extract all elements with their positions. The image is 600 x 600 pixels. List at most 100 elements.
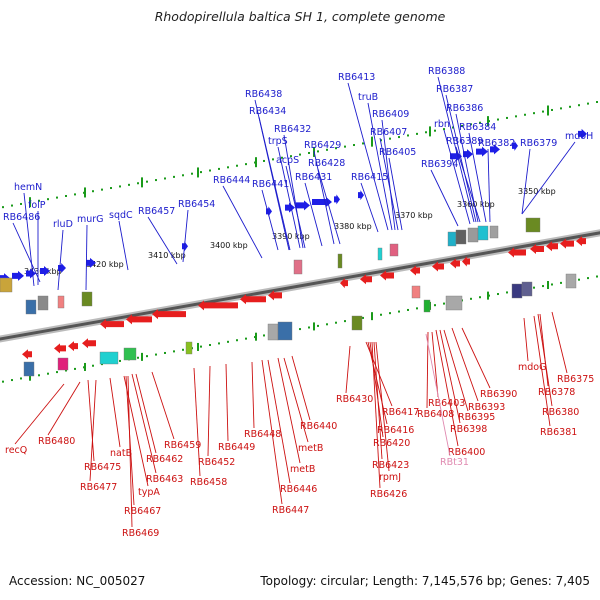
feature-block [511, 283, 523, 299]
feature-block [37, 295, 49, 311]
top-track-dot [263, 159, 265, 162]
forward-gene-arrow [490, 144, 500, 155]
feature-block [477, 225, 489, 241]
top-track-dot [353, 144, 355, 147]
reverse-gene-label: recQ [5, 445, 27, 456]
top-track-dot [272, 158, 274, 161]
forward-gene-label: acpS [276, 155, 299, 166]
scale-label: 3390 kbp [272, 232, 310, 241]
top-track-dot [74, 193, 76, 196]
reverse-leader-line [261, 359, 283, 505]
top-track-dot [164, 177, 166, 180]
top-track-dot [398, 136, 400, 139]
feature-block [447, 231, 457, 247]
top-track-dot [137, 182, 139, 185]
top-track-dot [335, 147, 337, 150]
forward-gene-label: RB6413 [338, 72, 375, 83]
reverse-gene-label: RB6423 [372, 460, 409, 471]
forward-leader-line [277, 146, 301, 249]
forward-gene-label: rluD [53, 219, 73, 230]
reverse-leader-line [523, 317, 529, 362]
reverse-leader-line [533, 315, 551, 427]
top-track-dot [56, 196, 58, 199]
reverse-gene-arrow [268, 290, 282, 301]
reverse-gene-label: mdoG [518, 362, 546, 373]
forward-leader-line [468, 132, 487, 223]
trna-gene-label: RBt31 [440, 457, 469, 468]
top-track-dot [173, 175, 175, 178]
reverse-leader-line [375, 341, 390, 472]
reverse-gene-label: RB6408 [417, 409, 454, 420]
top-track-dot [200, 171, 202, 174]
reverse-gene-arrow [100, 319, 124, 330]
forward-gene-arrow [334, 194, 340, 205]
forward-leader-line [182, 209, 189, 263]
forward-gene-label: folP [28, 200, 46, 211]
bottom-track-dot [416, 307, 418, 310]
reverse-leader-line [283, 357, 309, 443]
forward-gene-arrow [182, 241, 188, 252]
reverse-leader-line [537, 313, 553, 407]
reverse-gene-arrow [82, 338, 96, 349]
feature-block [489, 225, 499, 239]
bottom-track-dot [299, 328, 301, 331]
reverse-leader-line [439, 329, 461, 424]
bottom-track-dot [227, 340, 229, 343]
top-track-dot [2, 206, 4, 209]
forward-gene-arrow [578, 128, 587, 139]
feature-block [267, 323, 279, 341]
top-track-dot [209, 169, 211, 172]
scale-label: 3360 kbp [457, 200, 495, 209]
reverse-leader-line [443, 329, 469, 412]
reverse-leader-line [291, 355, 311, 421]
forward-gene-arrow [358, 190, 364, 201]
reverse-leader-line [123, 375, 149, 487]
reverse-gene-arrow [432, 261, 444, 272]
forward-leader-line [360, 182, 379, 233]
reverse-leader-line [371, 341, 381, 489]
feature-block [81, 291, 93, 307]
bottom-track-dot [308, 326, 310, 329]
feature-block [467, 227, 479, 243]
forward-leader-line [521, 141, 576, 215]
reverse-gene-arrow [560, 238, 574, 249]
forward-gene-arrow [463, 149, 473, 160]
top-track-dot [515, 115, 517, 118]
forward-gene-label: sqdC [109, 210, 133, 221]
top-track-dot [191, 172, 193, 175]
bottom-track-dot [317, 324, 319, 327]
reverse-gene-label: RB6469 [122, 528, 159, 539]
reverse-gene-label: typA [138, 487, 160, 498]
top-track-dot [11, 204, 13, 207]
forward-gene-label: RB6441 [252, 179, 289, 190]
bottom-track-dot [443, 302, 445, 305]
top-track-dot [344, 145, 346, 148]
forward-gene-label: hemN [14, 182, 42, 193]
forward-gene-arrow [476, 146, 488, 157]
top-track-dot [551, 108, 553, 111]
forward-leader-line [12, 222, 41, 283]
reverse-leader-line [109, 377, 121, 448]
reverse-leader-line [277, 357, 301, 464]
bottom-track-dot [182, 348, 184, 351]
forward-gene-arrow [296, 200, 310, 211]
top-track-dot [479, 121, 481, 124]
forward-gene-label: murG [77, 214, 104, 225]
feature-block [277, 321, 293, 341]
reverse-gene-label: RB6416 [377, 425, 414, 436]
forward-leader-line [381, 119, 396, 231]
top-track-dot [290, 155, 292, 158]
forward-gene-label: RB6428 [308, 158, 345, 169]
reverse-gene-arrow [240, 294, 266, 305]
top-track-dot [497, 118, 499, 121]
top-track-dot [281, 156, 283, 159]
bottom-track-dot [11, 379, 13, 382]
reverse-gene-label: RB6480 [38, 436, 75, 447]
forward-gene-label: RB6444 [213, 175, 250, 186]
bottom-track-dot [542, 285, 544, 288]
top-track-dot [299, 153, 301, 156]
reverse-leader-line [431, 331, 439, 398]
reverse-gene-label: RB6446 [280, 484, 317, 495]
